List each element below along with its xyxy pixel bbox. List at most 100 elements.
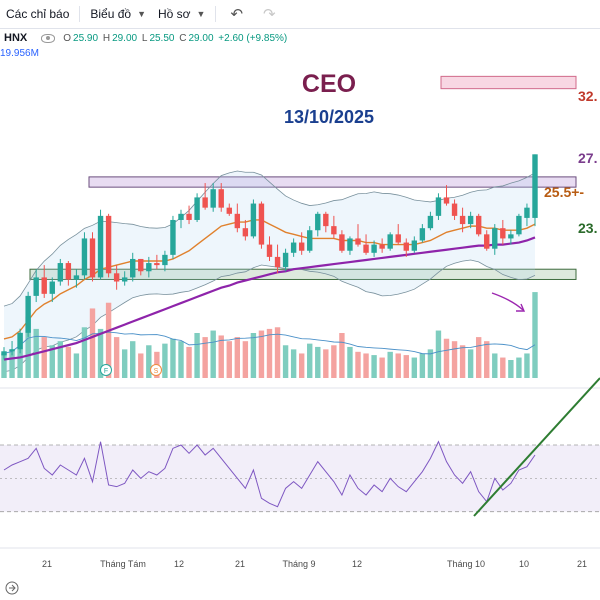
volume-bar (9, 349, 15, 378)
x-axis-tick-label: 21 (42, 559, 52, 569)
volume-bar (234, 337, 241, 378)
candle-body (218, 189, 224, 208)
candle-body (121, 277, 128, 282)
chart-type-dropdown[interactable]: Biểu đồ ▼ (84, 0, 152, 28)
level-label-32: 32. (578, 88, 597, 104)
volume-bar (298, 353, 305, 378)
volume-bar (524, 353, 530, 378)
candle-body (282, 252, 289, 268)
volume-bar (355, 351, 361, 378)
event-flag-label: S (154, 368, 159, 375)
volume-bar (484, 341, 490, 378)
candle-body (403, 242, 409, 251)
volume-bar (89, 308, 96, 378)
level-label-23: 23. (578, 220, 597, 236)
candle-body (411, 240, 418, 251)
level-label-25-5: 25.5+- (544, 184, 584, 200)
volume-bar (323, 349, 329, 378)
volume-bar (81, 327, 88, 378)
high-value: 29.00 (112, 32, 138, 44)
x-axis-tick-label: Tháng 10 (447, 559, 485, 569)
candle-body (451, 203, 458, 216)
volume-bar (274, 327, 281, 378)
candle-body (339, 234, 345, 251)
open-label: O (63, 32, 72, 44)
candle-body (347, 238, 353, 251)
volume-bar (467, 349, 474, 378)
close-value: 29.00 (188, 32, 214, 44)
candle-body (242, 228, 249, 237)
chart-subtitle: 13/10/2025 (284, 107, 374, 127)
candle-body (459, 215, 466, 225)
x-axis-tick-label: 21 (235, 559, 245, 569)
volume-bar (121, 349, 128, 378)
volume-bar (427, 349, 434, 378)
candle-body (138, 258, 144, 272)
volume-bar (508, 360, 514, 378)
support-zone-23 (29, 268, 577, 280)
volume-bar (178, 341, 184, 378)
x-axis-tick-label: 12 (174, 559, 184, 569)
redo-icon[interactable]: ↷ (263, 6, 276, 23)
symbol-label[interactable]: HNX (4, 32, 28, 44)
volume-bar (41, 337, 47, 378)
volume-bar (451, 341, 458, 378)
candle-body (323, 213, 329, 227)
go-to-realtime-icon (5, 581, 19, 595)
volume-bar (387, 351, 393, 378)
candle-body (81, 238, 88, 276)
undo-icon[interactable]: ↶ (230, 6, 244, 23)
candle-body (162, 254, 168, 266)
level-label-27: 27. (578, 150, 597, 166)
candle-body (1, 351, 7, 356)
volume-bar (242, 341, 249, 378)
volume-bar (65, 346, 72, 378)
indicators-button[interactable]: Các chỉ báo (0, 0, 75, 28)
low-label: L (141, 32, 148, 44)
profile-dropdown[interactable]: Hồ sơ ▼ (152, 0, 211, 28)
candle-body (467, 215, 474, 225)
candle-body (178, 213, 184, 220)
candle-body (57, 263, 64, 282)
event-flag (100, 364, 112, 376)
volume-bar (532, 292, 538, 378)
candle-body (113, 273, 120, 282)
volume-bar (170, 338, 176, 378)
candle-body (419, 228, 426, 241)
rsi-trend-line (473, 377, 600, 517)
candle-body (73, 275, 80, 280)
toolbar-divider (215, 6, 217, 22)
candle-body (89, 238, 96, 278)
resistance-zone-27 (88, 176, 577, 188)
volume-bar (411, 357, 418, 378)
arrow-icon (9, 584, 16, 592)
volume-bar (49, 345, 55, 378)
x-axis-tick-label: 12 (352, 559, 362, 569)
volume-bar (146, 345, 152, 378)
visibility-eye-icon[interactable] (41, 33, 56, 43)
candle-body (146, 263, 152, 272)
volume-bar (435, 330, 442, 378)
volume-bar (1, 353, 7, 378)
candle-body (298, 242, 305, 251)
x-axis-tick-label: 21 (577, 559, 587, 569)
indicators-label: Các chỉ báo (6, 7, 70, 21)
toolbar: Các chỉ báo Biểu đồ ▼ Hồ sơ ▼ ↶ ↷ (0, 0, 600, 29)
candle-body (258, 203, 265, 245)
volume-bar (395, 353, 401, 378)
volume-bar (459, 345, 466, 378)
volume-bar (186, 346, 192, 378)
volume-bar (403, 355, 409, 378)
candle-body (516, 215, 522, 235)
volume-bar (210, 330, 216, 378)
candle-body (33, 277, 39, 296)
candle-body (355, 238, 361, 245)
volume-bar (475, 337, 482, 378)
candle-body (9, 349, 15, 352)
volume-bar (25, 316, 31, 378)
volume-bar (194, 333, 200, 378)
volume-bar (17, 333, 23, 378)
candle-body (379, 244, 385, 249)
candle-body (170, 219, 176, 255)
